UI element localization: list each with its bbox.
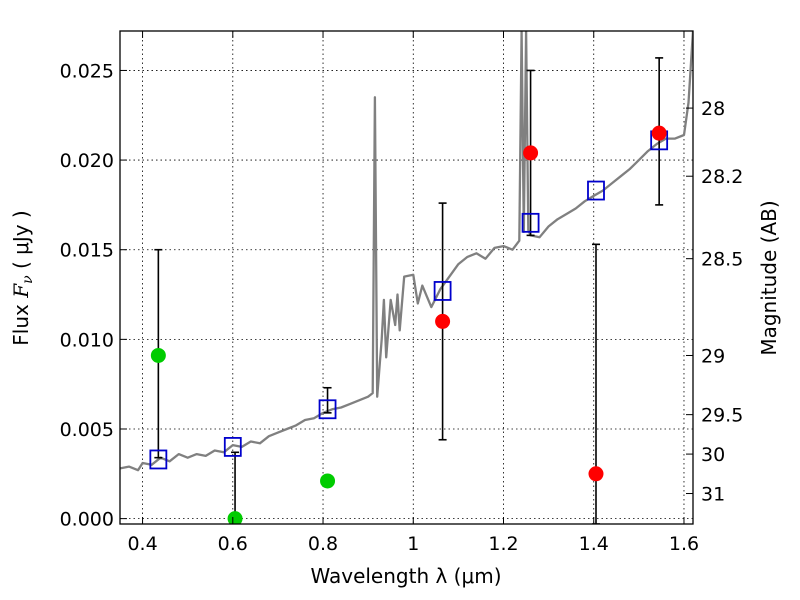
grid-lines xyxy=(120,31,693,524)
mag-tick-label: 28.5 xyxy=(701,249,743,271)
plot-area xyxy=(120,31,693,524)
y-tick-label: 0.005 xyxy=(60,419,114,441)
y-axis-label-subscript: ν xyxy=(20,275,36,284)
mag-tick-label: 28.2 xyxy=(701,166,743,188)
red-data-point xyxy=(435,313,451,329)
y-axis-label-prefix: Flux xyxy=(9,298,33,346)
mag-tick-label: 29 xyxy=(701,345,725,367)
mag-tick-label: 31 xyxy=(701,484,725,506)
right-axis-label: Magnitude (AB) xyxy=(757,200,781,355)
x-tick-label: 0.6 xyxy=(218,533,248,555)
y-tick-label: 0.020 xyxy=(60,150,114,172)
model-square-marker xyxy=(521,212,540,233)
model-square-marker xyxy=(149,449,168,470)
x-tick-label: 0.4 xyxy=(127,533,157,555)
mag-tick-label: 30 xyxy=(701,444,725,466)
red-data-point xyxy=(651,125,667,141)
red-data-point xyxy=(588,466,604,482)
model-square-marker xyxy=(433,281,452,301)
spectrum-line xyxy=(120,31,693,472)
x-tick-label: 1.2 xyxy=(488,533,518,555)
y-axis-label-symbol: F xyxy=(9,283,33,299)
green-data-point xyxy=(227,511,243,524)
y-tick-label: 0.010 xyxy=(60,329,114,351)
model-square-marker xyxy=(587,180,605,201)
model-square-marker xyxy=(318,399,337,420)
mag-tick-label: 28 xyxy=(701,98,725,120)
green-data-point xyxy=(150,347,166,363)
x-axis-label: Wavelength λ (μm) xyxy=(310,564,501,588)
mag-tick-label: 29.5 xyxy=(701,405,743,427)
x-tick-label: 0.8 xyxy=(308,533,338,555)
x-tick-label: 1.4 xyxy=(579,533,609,555)
y-tick-label: 0.015 xyxy=(60,240,114,262)
plot-frame xyxy=(119,30,694,525)
y-axis-label-units: ( μJy ) xyxy=(9,210,33,275)
y-tick-label: 0.025 xyxy=(60,60,114,82)
red-data-point xyxy=(523,145,539,161)
green-data-point xyxy=(320,473,336,489)
y-axis-label: Flux Fν ( μJy ) xyxy=(9,210,36,345)
model-square-marker xyxy=(223,437,242,457)
y-tick-label: 0.000 xyxy=(60,509,114,531)
axis-ticks: 0.4 0.6 0.8 1 1.2 1.4 1.6 0.000 0.005 0.010 0.015 0… xyxy=(60,31,743,555)
x-tick-label: 1.6 xyxy=(669,533,699,555)
x-tick-label: 1 xyxy=(407,533,419,555)
